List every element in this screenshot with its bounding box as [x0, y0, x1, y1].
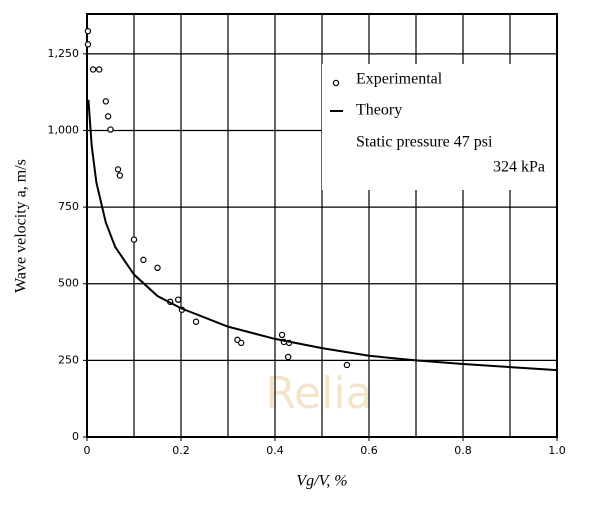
y-tick-label: 1,000 [48, 123, 80, 136]
data-point [84, 27, 92, 35]
data-point [237, 339, 245, 347]
data-point [140, 256, 147, 264]
data-point [104, 113, 112, 120]
legend-marker [332, 79, 340, 87]
x-tick-label: 1.0 [548, 444, 566, 457]
x-axis-label: Vg/V, % [296, 473, 347, 490]
x-tick-label: 0.2 [172, 444, 190, 457]
data-point [278, 331, 286, 339]
y-tick-label: 250 [58, 353, 79, 366]
data-point [107, 126, 114, 133]
data-point [130, 236, 138, 243]
data-point [116, 172, 124, 179]
data-point [192, 318, 200, 325]
data-point [114, 166, 122, 173]
y-axis-label: Wave velocity a, m/s [13, 159, 30, 293]
data-point [96, 66, 103, 73]
watermark: Relia [265, 368, 372, 419]
x-tick-label: 0.6 [360, 444, 378, 457]
y-tick-label: 500 [58, 277, 79, 290]
legend-label: Experimental [356, 71, 443, 88]
data-point [102, 98, 110, 105]
x-tick-label: 0.4 [266, 444, 284, 457]
plot-frame [86, 13, 558, 438]
data-point [343, 361, 351, 369]
x-tick-label: 0.8 [454, 444, 472, 457]
data-point [154, 264, 161, 271]
legend-label: Theory [356, 102, 402, 119]
theory-line [87, 99, 558, 372]
data-point [84, 41, 92, 48]
annotation: Static pressure 47 psi [356, 134, 493, 151]
data-point [174, 296, 182, 303]
x-tick-label: 0 [84, 444, 91, 457]
y-tick-label: 1,250 [48, 47, 80, 60]
y-tick-label: 750 [58, 200, 79, 213]
data-point [284, 353, 292, 361]
legend-box [322, 64, 556, 190]
y-tick-label: 0 [72, 430, 79, 443]
annotation: 324 kPa [493, 159, 545, 176]
data-point [89, 66, 97, 73]
